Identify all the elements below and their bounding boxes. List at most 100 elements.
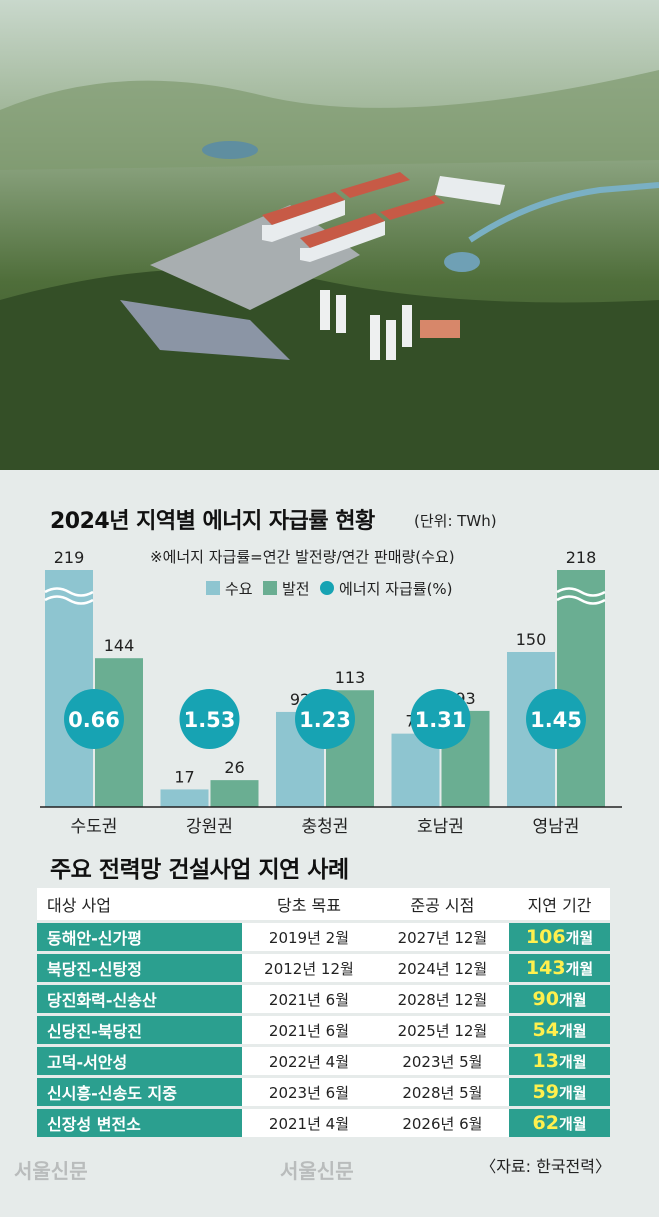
data-label-demand-4: 150 — [516, 630, 547, 649]
header-delay: 지연 기간 — [509, 888, 610, 920]
project-name: 신장성 변전소 — [37, 1109, 243, 1137]
target-date: 2023년 6월 — [242, 1078, 376, 1106]
ratio-circle-1 — [179, 689, 240, 749]
ratio-label-1: 1.53 — [184, 708, 236, 732]
delay-unit: 개월 — [558, 1115, 587, 1133]
project-name: 동해안-신가평 — [37, 923, 243, 951]
project-name: 당진화력-신송산 — [37, 985, 243, 1013]
table-row: 신시흥-신송도 지중 2023년 6월 2028년 5월 59개월 — [37, 1078, 610, 1106]
table-header-row: 대상 사업 당초 목표 준공 시점 지연 기간 — [37, 888, 610, 920]
ratio-circle-4 — [526, 689, 586, 749]
chart-legend: 수요 발전 에너지 자급률(%) — [206, 580, 453, 598]
delay-period: 62개월 — [509, 1109, 610, 1137]
delay-unit: 개월 — [558, 1053, 587, 1071]
chart-unit: (단위: TWh) — [414, 512, 497, 530]
completion-date: 2028년 12월 — [375, 985, 510, 1013]
project-name: 북당진-신탕정 — [37, 954, 243, 982]
target-date: 2022년 4월 — [242, 1047, 376, 1075]
data-label-generation-1: 26 — [224, 758, 244, 777]
delay-period: 106개월 — [509, 923, 610, 951]
table-row: 신장성 변전소 2021년 4월 2026년 6월 62개월 — [37, 1109, 610, 1137]
completion-date: 2026년 6월 — [375, 1109, 510, 1137]
delay-number: 143 — [525, 957, 566, 979]
delay-unit: 개월 — [565, 960, 594, 978]
delay-period: 54개월 — [509, 1016, 610, 1044]
legend-label-1: 발전 — [282, 580, 310, 598]
delay-number: 59 — [532, 1081, 559, 1103]
project-name: 신당진-북당진 — [37, 1016, 243, 1044]
source-note: 〈자료: 한국전력〉 — [480, 1157, 611, 1176]
category-label-2: 충청권 — [302, 817, 349, 837]
data-label-generation-4: 218 — [566, 548, 597, 567]
project-name: 고덕-서안성 — [37, 1047, 243, 1075]
chart-note: ※에너지 자급률=연간 발전량/연간 판매량(수요) — [150, 548, 455, 566]
legend-swatch-0 — [206, 581, 220, 595]
category-label-0: 수도권 — [71, 817, 118, 837]
target-date: 2019년 2월 — [242, 923, 376, 951]
completion-date: 2028년 5월 — [375, 1078, 510, 1106]
axis-break-mark2-1-4 — [556, 595, 606, 605]
data-label-demand-0: 219 — [54, 548, 85, 567]
table-title: 주요 전력망 건설사업 지연 사례 — [50, 857, 349, 883]
delay-period: 90개월 — [509, 985, 610, 1013]
category-label-1: 강원권 — [186, 817, 233, 837]
target-date: 2012년 12월 — [242, 954, 376, 982]
legend-swatch-2 — [320, 581, 334, 595]
completion-date: 2024년 12월 — [375, 954, 510, 982]
completion-date: 2023년 5월 — [375, 1047, 510, 1075]
ratio-label-3: 1.31 — [415, 708, 467, 732]
header-project: 대상 사업 — [37, 888, 243, 920]
delay-unit: 개월 — [558, 991, 587, 1009]
category-label-3: 호남권 — [417, 817, 464, 837]
ratio-circle-2 — [295, 689, 355, 749]
aerial-photo — [0, 0, 659, 470]
axis-break-mark-0-0 — [44, 587, 94, 597]
delay-period: 59개월 — [509, 1078, 610, 1106]
delay-unit: 개월 — [565, 929, 594, 947]
ratio-circle-0 — [64, 689, 124, 749]
bar-demand-0 — [45, 570, 93, 807]
bar-generation-4 — [557, 570, 605, 807]
delay-table: 대상 사업 당초 목표 준공 시점 지연 기간 동해안-신가평 2019년 2월 2… — [37, 885, 610, 1140]
table-row: 당진화력-신송산 2021년 6월 2028년 12월 90개월 — [37, 985, 610, 1013]
axis-break-mark-1-4 — [556, 587, 606, 597]
watermark-logo-left: 서울신문 — [14, 1159, 88, 1183]
table-row: 신당진-북당진 2021년 6월 2025년 12월 54개월 — [37, 1016, 610, 1044]
legend-swatch-1 — [263, 581, 277, 595]
target-date: 2021년 4월 — [242, 1109, 376, 1137]
energy-chart: 2024년 지역별 에너지 자급률 현황 (단위: TWh) ※에너지 자급률=… — [40, 509, 622, 837]
delay-number: 90 — [532, 988, 559, 1010]
legend-label-2: 에너지 자급률(%) — [339, 580, 453, 598]
legend-label-0: 수요 — [225, 580, 253, 598]
delay-table-section: 주요 전력망 건설사업 지연 사례 대상 사업 당초 목표 준공 시점 지연 기… — [0, 850, 659, 1217]
category-label-4: 영남권 — [533, 817, 580, 837]
delay-number: 106 — [525, 926, 566, 948]
ratio-label-4: 1.45 — [530, 708, 582, 732]
ratio-label-2: 1.23 — [299, 708, 351, 732]
ratio-label-0: 0.66 — [68, 708, 120, 732]
completion-date: 2025년 12월 — [375, 1016, 510, 1044]
ratio-circle-3 — [410, 689, 471, 749]
delay-unit: 개월 — [558, 1022, 587, 1040]
table-row: 고덕-서안성 2022년 4월 2023년 5월 13개월 — [37, 1047, 610, 1075]
header-completion: 준공 시점 — [375, 888, 510, 920]
header-target: 당초 목표 — [242, 888, 376, 920]
bar-demand-1 — [160, 789, 209, 807]
completion-date: 2027년 12월 — [375, 923, 510, 951]
watermark-logo-center: 서울신문 — [280, 1159, 354, 1183]
bar-generation-1 — [210, 780, 259, 807]
delay-number: 13 — [532, 1050, 559, 1072]
delay-unit: 개월 — [558, 1084, 587, 1102]
table-row: 북당진-신탕정 2012년 12월 2024년 12월 143개월 — [37, 954, 610, 982]
delay-period: 143개월 — [509, 954, 610, 982]
chart-title: 2024년 지역별 에너지 자급률 현황 — [50, 509, 375, 534]
delay-number: 62 — [532, 1112, 559, 1134]
target-date: 2021년 6월 — [242, 1016, 376, 1044]
delay-number: 54 — [532, 1019, 559, 1041]
data-label-demand-1: 17 — [174, 767, 194, 786]
target-date: 2021년 6월 — [242, 985, 376, 1013]
data-label-generation-0: 144 — [104, 636, 135, 655]
table-row: 동해안-신가평 2019년 2월 2027년 12월 106개월 — [37, 923, 610, 951]
axis-break-mark2-0-0 — [44, 595, 94, 605]
project-name: 신시흥-신송도 지중 — [37, 1078, 243, 1106]
